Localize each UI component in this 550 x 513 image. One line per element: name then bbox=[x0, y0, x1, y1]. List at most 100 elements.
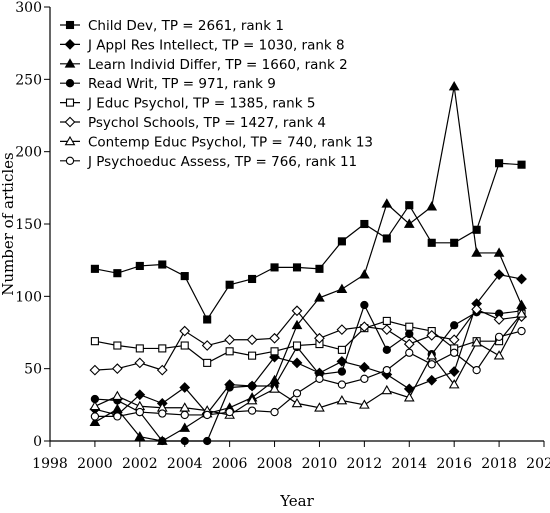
data-point bbox=[360, 219, 369, 229]
data-point bbox=[381, 324, 393, 335]
data-point bbox=[134, 389, 146, 401]
data-point bbox=[179, 422, 191, 432]
data-point bbox=[269, 383, 280, 393]
data-point bbox=[270, 407, 279, 417]
y-tick-label: 150 bbox=[15, 217, 42, 233]
data-point bbox=[493, 247, 505, 257]
data-point bbox=[403, 338, 415, 350]
data-point bbox=[292, 389, 302, 398]
legend-label: Contemp Educ Psychol, TP = 740, rank 13 bbox=[88, 134, 373, 150]
data-point bbox=[112, 390, 123, 401]
data-point bbox=[180, 410, 189, 420]
legend-label: J Appl Res Intellect, TP = 1030, rank 8 bbox=[87, 37, 345, 53]
data-point bbox=[113, 412, 122, 421]
series-6 bbox=[89, 303, 527, 376]
data-point bbox=[403, 218, 415, 228]
data-point bbox=[179, 325, 191, 337]
series-line bbox=[94, 313, 523, 416]
data-point bbox=[450, 348, 459, 357]
x-tick-label: 1998 bbox=[32, 456, 68, 472]
x-tick-label: 2004 bbox=[167, 456, 203, 472]
y-tick-label: 50 bbox=[24, 362, 42, 378]
data-point bbox=[90, 264, 99, 273]
data-point bbox=[225, 407, 234, 417]
y-tick-label: 100 bbox=[15, 289, 42, 305]
legend-label: Learn Individ Differ, TP = 1660, rank 2 bbox=[88, 57, 348, 73]
data-point bbox=[180, 436, 189, 446]
x-tick-label: 2018 bbox=[481, 456, 517, 472]
data-point bbox=[291, 319, 303, 330]
data-point bbox=[225, 280, 234, 289]
series-7 bbox=[89, 308, 527, 419]
series-4 bbox=[90, 300, 526, 446]
x-tick-label: 2002 bbox=[122, 456, 158, 472]
data-point bbox=[359, 269, 370, 279]
data-point bbox=[112, 403, 123, 414]
data-point bbox=[270, 347, 279, 356]
legend-label: Child Dev, TP = 2661, rank 1 bbox=[88, 18, 284, 34]
data-point bbox=[292, 263, 302, 272]
data-point bbox=[291, 397, 303, 408]
data-point bbox=[337, 345, 346, 354]
data-point bbox=[517, 326, 526, 336]
data-point bbox=[156, 364, 168, 376]
legend-marker bbox=[65, 156, 75, 165]
data-point bbox=[426, 201, 438, 211]
data-point bbox=[315, 374, 324, 383]
data-point bbox=[337, 380, 347, 389]
data-point bbox=[314, 332, 325, 344]
data-point bbox=[89, 416, 101, 427]
data-point bbox=[471, 303, 483, 315]
legend-item: J Educ Psychol, TP = 1385, rank 5 bbox=[60, 96, 315, 112]
data-point bbox=[203, 358, 212, 367]
data-point bbox=[203, 410, 212, 420]
data-point bbox=[134, 431, 146, 441]
data-point bbox=[472, 365, 481, 375]
legend: Child Dev, TP = 2661, rank 1 J Appl Res I… bbox=[60, 18, 373, 170]
y-tick-label: 200 bbox=[15, 145, 42, 161]
data-point bbox=[158, 436, 167, 446]
data-point bbox=[246, 334, 258, 346]
data-point bbox=[516, 273, 527, 285]
data-point bbox=[158, 260, 167, 269]
x-tick-label: 2006 bbox=[212, 456, 248, 472]
data-point bbox=[337, 367, 347, 376]
legend-item: Contemp Educ Psychol, TP = 740, rank 13 bbox=[60, 134, 373, 150]
data-point bbox=[291, 357, 303, 369]
data-point bbox=[135, 261, 144, 271]
data-point bbox=[382, 345, 391, 355]
data-point bbox=[405, 201, 414, 210]
data-point bbox=[448, 334, 460, 346]
data-point bbox=[405, 348, 414, 357]
legend-marker bbox=[65, 98, 75, 107]
x-tick-label: 2010 bbox=[302, 456, 338, 472]
x-ticks: 1998 2000 2002 2004 2006 2008 2010 2012 2014 2016… bbox=[32, 441, 550, 472]
y-axis-title: Number of articles bbox=[0, 152, 17, 296]
legend-label: Psychol Schools, TP = 1427, rank 4 bbox=[88, 115, 326, 131]
y-tick-label: 0 bbox=[33, 434, 42, 450]
legend-marker bbox=[64, 116, 76, 128]
data-point bbox=[381, 384, 393, 395]
data-point bbox=[111, 363, 123, 375]
data-point bbox=[135, 407, 144, 417]
x-axis-title: Year bbox=[279, 492, 314, 510]
x-tick-label: 2008 bbox=[257, 456, 293, 472]
data-point bbox=[247, 406, 257, 415]
data-point bbox=[495, 159, 504, 168]
data-point bbox=[179, 382, 191, 393]
data-point bbox=[426, 350, 438, 360]
legend-marker bbox=[64, 39, 76, 50]
data-point bbox=[90, 337, 99, 346]
data-point bbox=[471, 247, 482, 257]
data-point bbox=[426, 330, 438, 341]
data-point bbox=[360, 300, 369, 310]
data-point bbox=[448, 366, 460, 377]
data-point bbox=[336, 283, 348, 293]
data-point bbox=[358, 361, 370, 373]
data-point bbox=[381, 198, 393, 208]
legend-item: Psychol Schools, TP = 1427, rank 4 bbox=[60, 115, 326, 131]
series-line bbox=[94, 86, 523, 442]
data-point bbox=[248, 274, 257, 284]
data-point bbox=[225, 347, 234, 356]
data-point bbox=[382, 316, 391, 325]
